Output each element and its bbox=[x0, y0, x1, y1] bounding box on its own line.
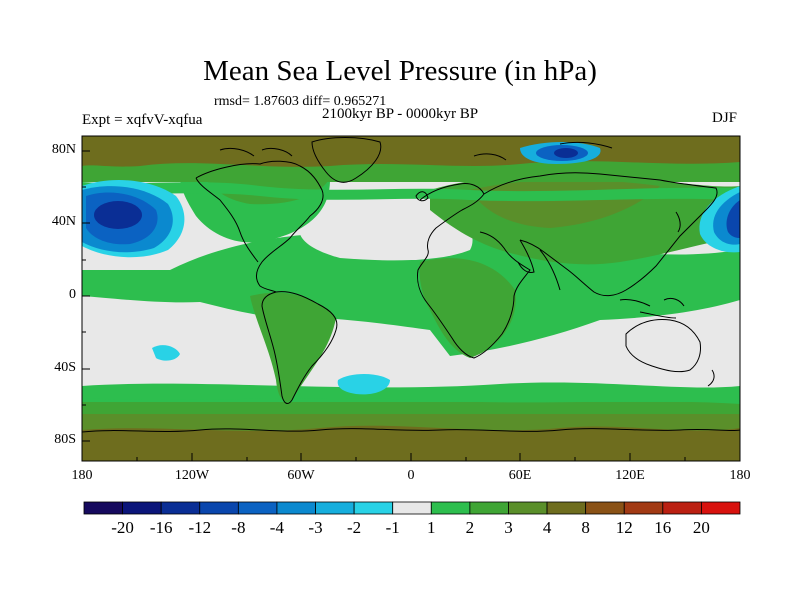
colorbar-swatch bbox=[276, 501, 316, 515]
colorbar-swatch bbox=[469, 501, 509, 515]
colorbar-label: -3 bbox=[308, 518, 323, 537]
colorbar-swatch bbox=[122, 501, 162, 515]
antarctica-coast bbox=[82, 428, 740, 433]
lon-label-120w: 120W bbox=[174, 468, 210, 483]
lat-label-80s: 80S bbox=[54, 432, 76, 447]
colorbar-label: -12 bbox=[188, 518, 212, 537]
lat-label-40s: 40S bbox=[54, 360, 76, 375]
colorbar-label: -20 bbox=[111, 518, 134, 537]
colorbar-label: 8 bbox=[581, 518, 590, 537]
colorbar-swatch bbox=[508, 501, 548, 515]
colorbar-swatch bbox=[353, 501, 394, 515]
colorbar-label: 16 bbox=[654, 518, 672, 537]
lat-label-0: 0 bbox=[69, 287, 76, 302]
season-label: DJF bbox=[712, 110, 738, 126]
plot-subtitle: 2100kyr BP - 0000kyr BP bbox=[322, 106, 479, 122]
lon-label-60w: 60W bbox=[287, 468, 315, 483]
lon-label-0: 0 bbox=[407, 468, 415, 483]
colorbar-swatch bbox=[83, 501, 123, 515]
asia-coast bbox=[483, 172, 718, 297]
japan-coast bbox=[675, 211, 681, 233]
lat-label-40n: 40N bbox=[51, 214, 76, 229]
lon-label-180e: 180 bbox=[729, 468, 751, 483]
australia-coast bbox=[625, 319, 701, 373]
arabia-coast bbox=[517, 239, 535, 273]
colorbar-swatch bbox=[237, 501, 278, 515]
lon-ticks bbox=[81, 453, 741, 461]
lat-label-80n: 80N bbox=[51, 142, 76, 157]
colorbar-label: 20 bbox=[692, 518, 710, 537]
uk-coast bbox=[415, 191, 429, 202]
south-america-region bbox=[250, 292, 336, 402]
coastlines bbox=[82, 137, 740, 433]
south-america-coast bbox=[261, 291, 338, 404]
greenland-coast bbox=[311, 137, 382, 183]
colorbar-swatch bbox=[585, 501, 625, 515]
colorbar-label: 3 bbox=[504, 518, 513, 537]
lon-label-120e: 120E bbox=[615, 468, 645, 483]
new-zealand-coast bbox=[707, 369, 715, 387]
lon-label-180w: 180 bbox=[71, 468, 93, 483]
arctic-islands-coast bbox=[219, 141, 613, 161]
arctic-anomaly-core bbox=[554, 148, 578, 158]
colorbar-label: -4 bbox=[269, 518, 284, 537]
north-atlantic-neutral bbox=[299, 204, 473, 261]
north-america-coast bbox=[195, 160, 324, 293]
lat-ticks bbox=[82, 150, 90, 442]
colorbar-swatch bbox=[623, 501, 664, 515]
colorbar-swatch bbox=[546, 501, 587, 515]
indonesia-coast bbox=[619, 297, 685, 319]
arctic-brown-region bbox=[82, 136, 740, 167]
europe-africa-coast bbox=[417, 183, 531, 359]
antarctica-region bbox=[82, 425, 740, 461]
south-pacific-anomaly bbox=[152, 345, 180, 361]
colorbar-swatch bbox=[430, 501, 471, 515]
colorbar-swatch bbox=[160, 501, 201, 515]
southern-ocean-wave bbox=[82, 382, 740, 404]
colorbar-label: 1 bbox=[427, 518, 436, 537]
colorbar-label: 2 bbox=[465, 518, 475, 537]
experiment-label: Expt = xqfvV-xqfua bbox=[82, 112, 203, 128]
north-pacific-anomaly-core bbox=[94, 201, 142, 229]
lon-label-60e: 60E bbox=[508, 468, 532, 483]
colorbar-label: -1 bbox=[385, 518, 400, 537]
subarctic-band bbox=[82, 182, 740, 202]
colorbar-swatch bbox=[392, 501, 432, 515]
map-field bbox=[82, 136, 740, 461]
colorbar bbox=[83, 501, 741, 515]
colorbar-label: -8 bbox=[231, 518, 246, 537]
colorbar-swatch bbox=[701, 501, 741, 515]
plot-title: Mean Sea Level Pressure (in hPa) bbox=[203, 55, 597, 87]
colorbar-label: -2 bbox=[347, 518, 362, 537]
colorbar-swatch bbox=[199, 501, 239, 515]
colorbar-label: -16 bbox=[149, 518, 173, 537]
south-atlantic-anomaly bbox=[337, 374, 390, 395]
colorbar-swatch bbox=[315, 501, 355, 515]
africa-region bbox=[419, 258, 516, 358]
colorbar-label: 4 bbox=[542, 518, 552, 537]
stats-text: rmsd= 1.87603 diff= 0.965271 bbox=[214, 94, 387, 109]
colorbar-label: 12 bbox=[615, 518, 633, 537]
east-pacific-anomaly-core bbox=[726, 200, 740, 238]
colorbar-swatch bbox=[662, 501, 702, 515]
india-coast bbox=[539, 249, 561, 291]
